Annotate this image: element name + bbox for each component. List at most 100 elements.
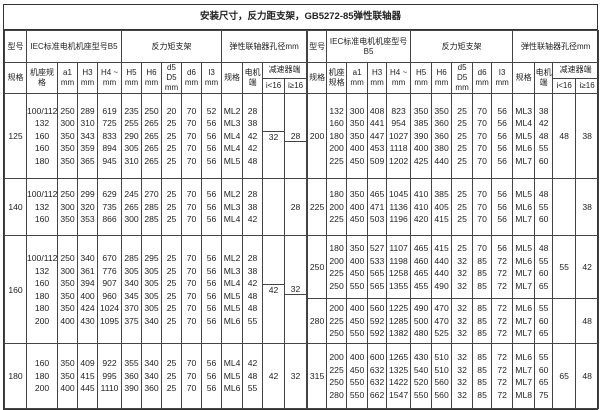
value: 85: [477, 389, 487, 400]
value: 430: [413, 352, 429, 362]
model-header: 型号: [4, 30, 27, 63]
coupling-bore-header: 弹性联轴器孔径mm: [512, 30, 600, 63]
d5-cell: 20 25 25 25 25: [161, 93, 182, 179]
value: ML7: [515, 214, 532, 225]
d5-cell: 25 25 25 25 25 25: [161, 235, 182, 344]
reducer-bore-value: 48: [559, 131, 569, 141]
value: 25: [166, 265, 177, 276]
motor-end-cell: 28 38 42 42 48: [242, 93, 264, 179]
value: 180: [329, 189, 344, 200]
I3-cell: 56 56 56 56 56: [491, 93, 514, 179]
value: 85: [477, 268, 487, 278]
frame-cell: 180 200 225: [326, 178, 348, 236]
I3-cell: 56 72 72 72: [491, 235, 514, 299]
value: ML4: [223, 143, 241, 154]
value: 55: [538, 303, 549, 314]
value: 56: [497, 189, 507, 200]
value: 56: [206, 370, 217, 381]
reducer-bore-i-lt: 42: [262, 235, 286, 344]
value: 25: [166, 370, 177, 381]
value: 25: [166, 118, 177, 129]
value: 355: [124, 358, 139, 369]
frame-cell: 132 160 180 200 225: [326, 93, 348, 179]
value: 72: [497, 377, 507, 387]
value: 180: [329, 243, 344, 253]
motor-end-cell: 28 38 42 48 48 55: [242, 235, 264, 344]
value: 776: [102, 265, 117, 276]
value: 225: [329, 214, 344, 225]
d6-cell: 70 70 70 70 70: [472, 93, 493, 179]
value: 490: [413, 303, 429, 314]
value: 32: [457, 303, 467, 314]
H4-cell: 1107 1198 1258 1355: [386, 235, 412, 299]
value: 265: [144, 130, 159, 141]
value: 25: [457, 243, 467, 253]
value: 132: [34, 118, 50, 129]
value: 410: [413, 189, 429, 200]
value: 1107: [389, 243, 408, 253]
value: 28: [247, 189, 258, 200]
value: 160: [34, 130, 50, 141]
frame-cell: 200 225 250 280: [326, 343, 348, 409]
value: 85: [477, 352, 487, 362]
value: 550: [413, 389, 429, 400]
value: 503: [369, 214, 385, 225]
value: 632: [369, 377, 385, 387]
value: ML5: [223, 303, 241, 313]
value: ML6: [515, 352, 532, 362]
H6-cell: 385 405 415: [431, 178, 453, 236]
value: 440: [434, 255, 449, 266]
value: 954: [391, 118, 406, 129]
value: 550: [349, 389, 365, 400]
value: ML4: [515, 118, 532, 129]
reducer-bore-value: 28: [290, 202, 301, 212]
H6-cell: 415 440 440 490: [431, 235, 453, 299]
value: 405: [434, 201, 449, 212]
value: ML4: [223, 278, 241, 288]
reducer-bore-value: [263, 284, 284, 285]
reducer-bore-value: [263, 130, 284, 132]
h5-header: H5 mm: [121, 62, 142, 94]
d5-header: d5 D5 mm: [161, 62, 182, 94]
model-size: 180: [4, 343, 27, 409]
H6-cell: 510 510 560 560: [431, 343, 453, 409]
value: 70: [477, 189, 487, 200]
cspec-cell: ML5 ML6 ML7 ML7: [512, 235, 536, 299]
H4-cell: 629 735 866: [97, 178, 122, 236]
value: 72: [497, 255, 507, 266]
H3-cell: 408 441 447 453 509: [367, 93, 388, 179]
h6-header: H6 mm: [431, 62, 453, 94]
value: ML6: [515, 303, 532, 314]
value: 48: [538, 130, 549, 141]
value: ML3: [223, 118, 241, 129]
model-group-row: 225 180 200 225 350 400 450 465 471 503 1045 1136 11…: [307, 178, 600, 236]
value: 72: [497, 364, 507, 375]
value: 65: [538, 328, 549, 339]
torque-bracket-header: 反力矩支架: [120, 30, 223, 63]
value: 370: [124, 303, 139, 313]
value: 25: [166, 155, 177, 166]
value: 1196: [389, 214, 408, 225]
h3-header: H3 mm: [77, 62, 98, 94]
a1-cell: 350 350 400: [57, 343, 78, 409]
value: 60: [538, 214, 549, 225]
reducer-bore-i-lt: 55: [552, 235, 577, 299]
model-group-row: 160 100/112 132 160 180 180 200 250 300 350 350 350…: [4, 235, 308, 344]
h6-header: H6 mm: [141, 62, 162, 94]
d6-header: d6 mm: [472, 62, 493, 94]
value: 85: [477, 364, 487, 375]
value: 500: [413, 315, 429, 326]
value: 1355: [389, 280, 409, 291]
value: 38: [247, 201, 258, 212]
value: 55: [538, 352, 549, 362]
value: 55: [247, 315, 258, 326]
value: 200: [329, 201, 344, 212]
value: 960: [102, 290, 117, 301]
reducer-bore-i-ge: 28: [284, 93, 308, 179]
value: 72: [497, 280, 507, 291]
reducer-bore-i-lt: 32: [262, 93, 286, 179]
value: 1225: [389, 303, 409, 314]
value: 629: [102, 189, 117, 200]
value: 160: [34, 143, 50, 154]
value: 42: [247, 358, 258, 369]
